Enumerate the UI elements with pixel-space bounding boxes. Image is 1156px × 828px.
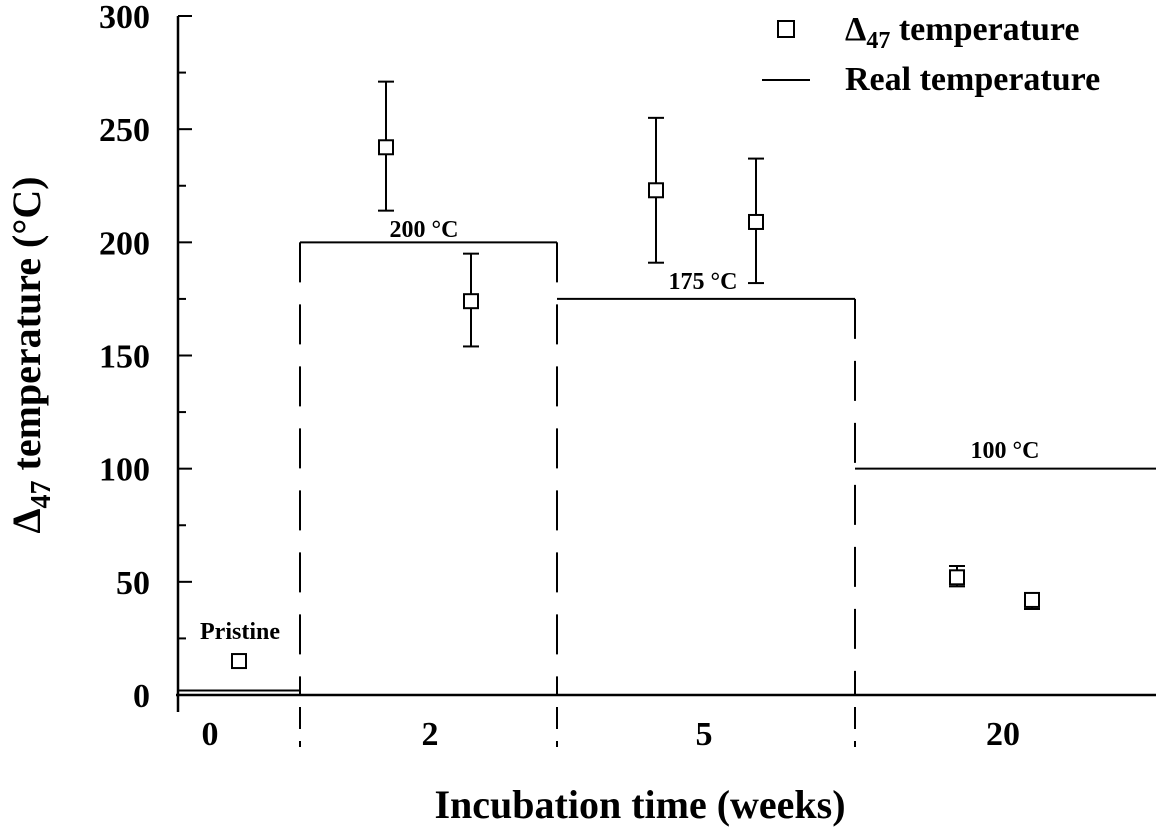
data-point — [378, 139, 394, 156]
y-tick-label: 250 — [99, 112, 150, 149]
x-tick-label: 0 — [202, 716, 219, 753]
y-axis-title: Δ47 temperature (°C) — [4, 176, 57, 533]
y-tick-label: 300 — [99, 0, 150, 36]
data-point — [949, 569, 965, 586]
legend: Δ47 temperature Real temperature — [762, 11, 1100, 98]
annotation-label: 100 °C — [971, 438, 1040, 464]
data-point — [463, 293, 479, 310]
legend-label-d47: Δ47 temperature — [845, 11, 1079, 54]
y-tick-label: 0 — [133, 678, 150, 715]
x-tick-label: 5 — [696, 716, 713, 753]
y-tick-label: 100 — [99, 452, 150, 489]
x-tick-label: 20 — [986, 716, 1020, 753]
data-point — [231, 653, 247, 670]
x-tick-label: 2 — [422, 716, 439, 753]
legend-marker-square — [777, 20, 795, 38]
real-temperature-series — [178, 241, 1156, 695]
axes: 0 50 100 150 200 250 300 0 2 5 20 Incubation time (… — [4, 0, 1156, 827]
y-tick-label: 50 — [116, 565, 150, 602]
annotation-label: Pristine — [200, 619, 280, 645]
x-axis-title: Incubation time (weeks) — [434, 782, 845, 827]
data-point — [1024, 591, 1040, 608]
data-point — [648, 182, 664, 199]
data-point — [748, 213, 764, 230]
annotation-label: 200 °C — [390, 217, 459, 243]
annotations: Pristine 200 °C 175 °C 100 °C — [200, 217, 1039, 645]
d47-temperature-series — [231, 80, 1040, 670]
y-tick-label: 200 — [99, 225, 150, 262]
annotation-label: 175 °C — [669, 269, 738, 295]
legend-label-real: Real temperature — [845, 61, 1100, 98]
y-tick-label: 150 — [99, 339, 150, 376]
